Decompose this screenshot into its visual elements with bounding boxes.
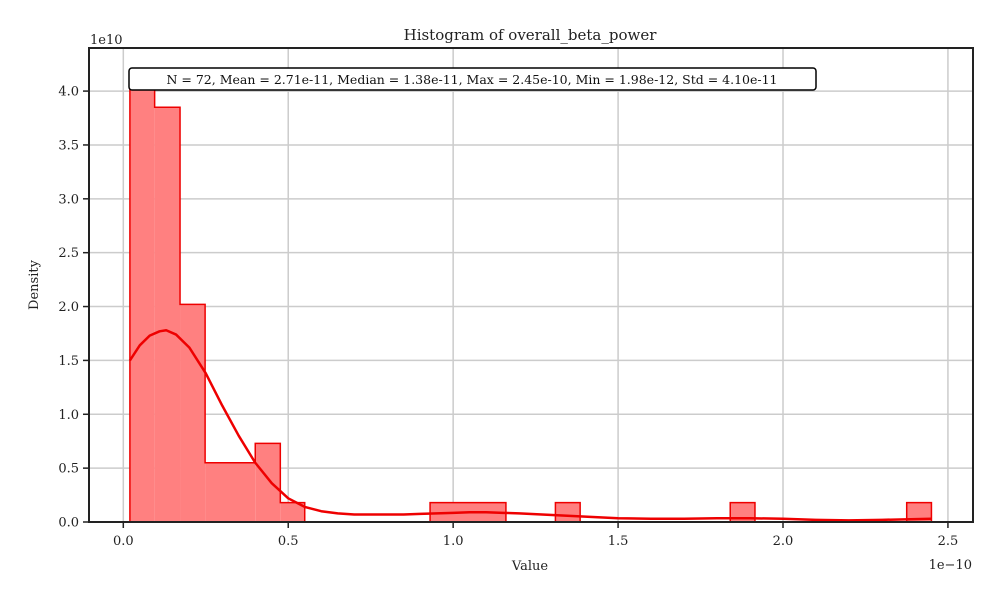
histogram-bar <box>129 80 155 523</box>
x-tick-label: 1.0 <box>443 534 464 549</box>
x-tick-label: 2.0 <box>773 534 794 549</box>
kde-curve <box>128 328 932 522</box>
kde-curve-group <box>128 328 932 522</box>
axis-ticks: 0.0 0.5 1.0 1.5 2.0 2.5 0.0 0.5 1.0 1.5 2.0 2.5 3.0 3… <box>58 85 958 549</box>
y-tick-label: 2.0 <box>58 300 79 315</box>
histogram-bar <box>555 502 581 522</box>
y-tick-label: 1.5 <box>58 354 79 369</box>
chart-title: Histogram of overall_beta_power <box>404 26 658 44</box>
y-tick-label: 0.0 <box>58 516 79 531</box>
histogram-bar <box>180 304 206 522</box>
histogram-bars <box>129 79 933 523</box>
x-tick-label: 2.5 <box>938 534 959 549</box>
stats-annotation-text: N = 72, Mean = 2.71e-11, Median = 1.38e-… <box>166 72 777 87</box>
y-tick-label: 3.0 <box>58 192 79 207</box>
x-tick-label: 0.0 <box>113 534 134 549</box>
x-tick-label: 1.5 <box>608 534 629 549</box>
y-tick-label: 4.0 <box>58 85 79 100</box>
histogram-bar <box>280 502 305 522</box>
stats-annotation-frame <box>128 67 817 91</box>
histogram-bar <box>154 107 181 522</box>
y-axis-label: Density <box>27 259 42 310</box>
stats-annotation-box: N = 72, Mean = 2.71e-11, Median = 1.38e-… <box>128 67 817 91</box>
grid-lines <box>89 48 973 523</box>
x-tick-label: 0.5 <box>278 534 299 549</box>
histogram-bar <box>906 502 932 522</box>
x-axis-label: Value <box>511 559 548 574</box>
plot-frame <box>88 47 974 523</box>
y-axis-offset-label: 1e10 <box>90 33 123 48</box>
x-axis-offset-label: 1e−10 <box>929 558 972 573</box>
y-tick-label: 1.0 <box>58 408 79 423</box>
y-tick-label: 2.5 <box>58 246 79 261</box>
y-tick-label: 3.5 <box>58 138 79 153</box>
histogram-bar <box>255 443 281 522</box>
y-tick-label: 0.5 <box>58 462 79 477</box>
histogram-bar <box>205 462 256 522</box>
histogram-outline <box>129 79 933 522</box>
